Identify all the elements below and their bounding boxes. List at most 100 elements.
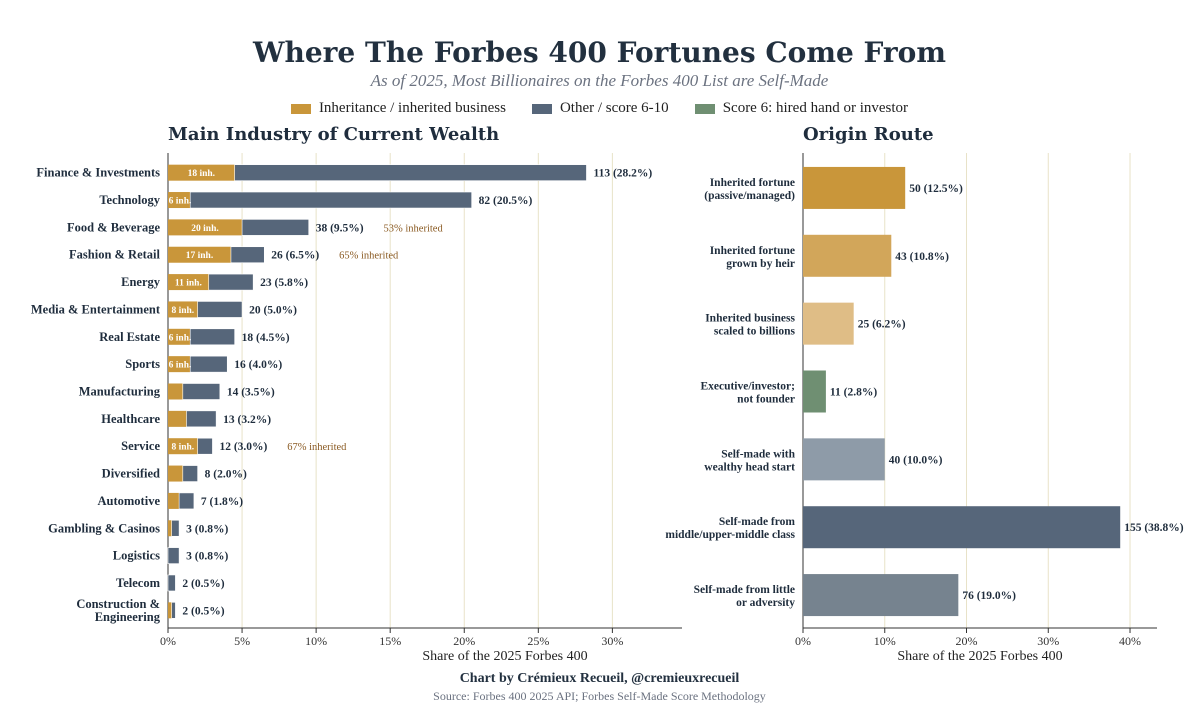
- bar-inherited: [168, 356, 191, 373]
- origin-category-label: wealthy head start: [704, 461, 795, 473]
- bar-other: [182, 465, 198, 482]
- left-panel-title: Main Industry of Current Wealth: [168, 124, 500, 145]
- origin-value-label: 155 (38.8%): [1124, 522, 1184, 534]
- total-label: 82 (20.5%): [479, 195, 533, 207]
- category-label: Technology: [99, 193, 160, 207]
- total-label: 20 (5.0%): [249, 304, 297, 316]
- x-tick-label: 30%: [601, 634, 623, 648]
- x-tick-label: 0%: [160, 634, 176, 648]
- category-label: Food & Beverage: [67, 220, 160, 234]
- bar-other: [167, 547, 180, 564]
- chart-subtitle: As of 2025, Most Billionaires on the For…: [370, 71, 829, 90]
- total-label: 16 (4.0%): [234, 359, 282, 371]
- bar-other: [234, 164, 587, 181]
- bar-inherited: [168, 219, 243, 236]
- x-tick-label: 20%: [453, 634, 475, 648]
- bar-other: [208, 273, 254, 291]
- inherited-count-label: 11 inh.: [175, 279, 202, 289]
- origin-category-label: grown by heir: [726, 258, 795, 270]
- origin-category-label: or adversity: [736, 597, 795, 609]
- total-label: 2 (0.5%): [182, 605, 224, 617]
- origin-category-label: middle/upper-middle class: [665, 529, 795, 541]
- total-label: 3 (0.8%): [186, 551, 228, 563]
- inherited-count-label: 20 inh.: [191, 224, 218, 234]
- total-label: 7 (1.8%): [201, 496, 243, 508]
- legend-label-inheritance: Inheritance / inherited business: [318, 100, 506, 116]
- inherited-count-label: 6 inh.: [169, 361, 192, 371]
- x-tick-label: 30%: [1037, 634, 1059, 648]
- origin-category-label: scaled to billions: [714, 326, 796, 338]
- origin-bar: [803, 302, 854, 345]
- x-tick-label: 10%: [874, 634, 896, 648]
- origin-category-label: Self-made from little: [694, 584, 795, 596]
- origin-category-label: (passive/managed): [704, 190, 795, 202]
- origin-category-label: Inherited fortune: [710, 177, 795, 189]
- inherited-count-label: 8 inh.: [171, 443, 194, 453]
- x-tick-label: 0%: [795, 634, 811, 648]
- bar-inherited: [168, 383, 183, 400]
- category-label: Fashion & Retail: [69, 248, 161, 262]
- legend-item-inheritance: Inheritance / inherited business: [290, 100, 506, 117]
- bar-other: [189, 191, 472, 209]
- category-label: Manufacturing: [79, 385, 161, 399]
- bar-inherited: [168, 438, 198, 455]
- category-label: Telecom: [116, 576, 161, 590]
- x-tick-label: 40%: [1119, 634, 1141, 648]
- bar-other: [171, 519, 180, 537]
- legend-item-score6: Score 6: hired hand or investor: [694, 100, 909, 117]
- bar-other: [178, 492, 195, 510]
- total-label: 113 (28.2%): [593, 168, 652, 180]
- bar-other: [197, 301, 243, 318]
- legend-label-score6: Score 6: hired hand or investor: [722, 100, 909, 116]
- bar-inherited: [168, 246, 231, 263]
- right-panel-title: Origin Route: [803, 124, 934, 145]
- category-label: Healthcare: [101, 412, 160, 426]
- category-label: Media & Entertainment: [31, 302, 161, 316]
- inherited-count-label: 6 inh.: [169, 197, 192, 207]
- total-label: 18 (4.5%): [242, 332, 290, 344]
- category-label: Gambling & Casinos: [48, 521, 160, 535]
- origin-value-label: 25 (6.2%): [858, 319, 906, 331]
- legend-swatch-other: [531, 103, 552, 114]
- origin-category-label: Self-made from: [719, 516, 796, 528]
- legend-item-other: Other / score 6-10: [531, 100, 669, 117]
- bar-other: [167, 574, 176, 592]
- origin-bar: [803, 506, 1121, 549]
- total-label: 8 (2.0%): [205, 469, 247, 481]
- legend-swatch-inheritance: [290, 103, 311, 114]
- bar-other: [171, 602, 176, 619]
- total-label: 26 (6.5%): [271, 250, 319, 262]
- x-tick-label: 20%: [956, 634, 978, 648]
- x-axis-label: Share of the 2025 Forbes 400: [897, 649, 1062, 664]
- x-axis-label: Share of the 2025 Forbes 400: [422, 649, 587, 664]
- category-label: Diversified: [102, 467, 160, 481]
- total-label: 23 (5.8%): [260, 277, 308, 289]
- x-tick-label: 15%: [379, 634, 401, 648]
- inherited-count-label: 18 inh.: [188, 169, 215, 179]
- origin-category-label: Inherited business: [705, 313, 795, 325]
- inherited-share-annotation: 67% inherited: [287, 442, 347, 453]
- category-label: Logistics: [113, 549, 160, 563]
- category-label: Finance & Investments: [36, 166, 160, 180]
- inherited-count-label: 8 inh.: [171, 306, 194, 316]
- origin-value-label: 50 (12.5%): [909, 183, 963, 195]
- inherited-count-label: 6 inh.: [169, 333, 192, 343]
- origin-value-label: 76 (19.0%): [962, 590, 1016, 602]
- total-label: 14 (3.5%): [227, 387, 275, 399]
- total-label: 13 (3.2%): [223, 414, 271, 426]
- bar-inherited: [168, 301, 198, 318]
- bar-other: [189, 355, 228, 373]
- category-label: Sports: [125, 357, 160, 371]
- chart-credit: Chart by Crémieux Recueil, @cremieuxrecu…: [459, 671, 740, 686]
- bar-inherited: [168, 410, 187, 427]
- inherited-count-label: 17 inh.: [186, 251, 213, 261]
- origin-category-label: not founder: [737, 394, 795, 406]
- category-label: Automotive: [98, 494, 161, 508]
- chart-source: Source: Forbes 400 2025 API; Forbes Self…: [433, 689, 766, 703]
- chart-title: Where The Forbes 400 Fortunes Come From: [253, 36, 946, 69]
- category-label: Energy: [121, 275, 161, 289]
- bar-inherited: [168, 602, 172, 619]
- category-label: Engineering: [95, 610, 161, 624]
- bar-inherited: [168, 465, 183, 482]
